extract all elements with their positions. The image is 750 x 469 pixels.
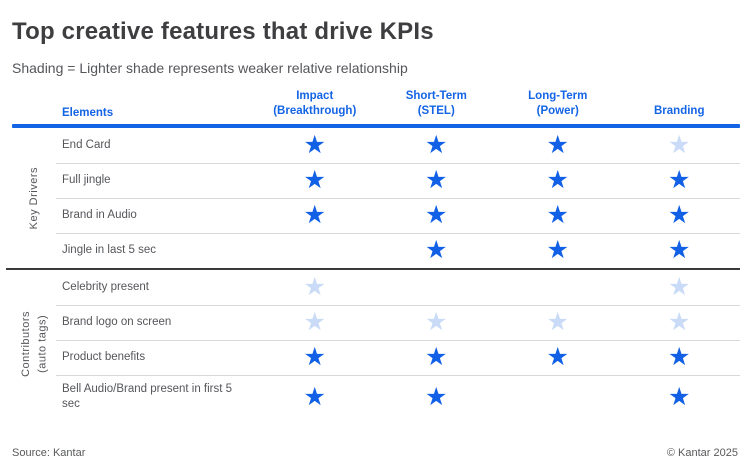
strong-star-icon: ★ — [546, 130, 569, 159]
table-row-bell-audio-brand-first-5-sec: Bell Audio/Brand present in first 5 sec … — [56, 374, 740, 419]
group-contributors: Contributors (auto tags) Celebrity prese… — [12, 270, 740, 419]
strong-star-icon: ★ — [303, 201, 326, 230]
table-row-celebrity-present: Celebrity present ★ ★ — [56, 270, 740, 305]
strong-star-icon: ★ — [668, 382, 691, 411]
strong-star-icon: ★ — [425, 382, 448, 411]
star-cell — [254, 234, 376, 268]
group-rows: Celebrity present ★ ★ Brand logo on scre… — [56, 270, 740, 419]
group-label-key-drivers: Key Drivers — [26, 167, 43, 229]
weak-star-icon: ★ — [303, 308, 326, 337]
weak-star-icon: ★ — [668, 308, 691, 337]
table-row-full-jingle: Full jingle ★ ★ ★ ★ — [56, 162, 740, 198]
weak-star-icon: ★ — [668, 130, 691, 159]
table-header-row: Elements Impact (Breakthrough) Short-Ter… — [12, 89, 740, 124]
table-row-end-card: End Card ★ ★ ★ ★ — [56, 128, 740, 163]
column-header-elements: Elements — [62, 106, 114, 119]
strong-star-icon: ★ — [303, 166, 326, 195]
strong-star-icon: ★ — [425, 130, 448, 159]
star-cell — [497, 376, 619, 419]
table-row-jingle-last-5-sec: Jingle in last 5 sec ★ ★ ★ — [56, 232, 740, 268]
element-label: Brand in Audio — [62, 209, 137, 222]
source-credit: Source: Kantar — [12, 447, 86, 459]
strong-star-icon: ★ — [425, 201, 448, 230]
weak-star-icon: ★ — [425, 308, 448, 337]
star-cell — [376, 270, 498, 305]
strong-star-icon: ★ — [303, 382, 326, 411]
element-label: Celebrity present — [62, 280, 149, 293]
kpi-star-table: Elements Impact (Breakthrough) Short-Ter… — [6, 89, 740, 419]
element-label: Brand logo on screen — [62, 316, 172, 329]
shading-legend-note: Shading = Lighter shade represents weake… — [12, 59, 408, 76]
group-rows: End Card ★ ★ ★ ★ Full jingle ★ ★ ★ ★ Bra… — [56, 128, 740, 268]
column-header-short-term-line2: (STEL) — [417, 104, 455, 117]
strong-star-icon: ★ — [668, 201, 691, 230]
element-label: Product benefits — [62, 351, 146, 364]
group-key-drivers: Key Drivers End Card ★ ★ ★ ★ Full jingle… — [12, 128, 740, 268]
column-header-long-term-line1: Long-Term — [528, 89, 588, 102]
strong-star-icon: ★ — [303, 130, 326, 159]
copyright-notice: © Kantar 2025 — [666, 447, 738, 459]
strong-star-icon: ★ — [546, 201, 569, 230]
strong-star-icon: ★ — [425, 166, 448, 195]
column-header-short-term: Short-Term (STEL) — [376, 89, 498, 119]
table-row-product-benefits: Product benefits ★ ★ ★ ★ — [56, 339, 740, 375]
weak-star-icon: ★ — [303, 272, 326, 301]
strong-star-icon: ★ — [668, 236, 691, 265]
element-label: Full jingle — [62, 174, 111, 187]
column-header-impact-line2: (Breakthrough) — [273, 104, 357, 117]
strong-star-icon: ★ — [425, 343, 448, 372]
strong-star-icon: ★ — [303, 343, 326, 372]
column-header-impact-line1: Impact — [296, 89, 334, 102]
group-label-gutter: Contributors (auto tags) — [12, 270, 56, 419]
column-header-long-term: Long-Term (Power) — [497, 89, 619, 119]
strong-star-icon: ★ — [668, 343, 691, 372]
column-header-long-term-line2: (Power) — [536, 104, 579, 117]
element-label: End Card — [62, 138, 111, 151]
group-label-line: Contributors — [19, 311, 32, 378]
group-divider-rule — [6, 267, 740, 270]
strong-star-icon: ★ — [546, 236, 569, 265]
footer: Source: Kantar © Kantar 2025 — [12, 447, 738, 459]
table-row-brand-in-audio: Brand in Audio ★ ★ ★ ★ — [56, 197, 740, 233]
element-label: Bell Audio/Brand present in first 5 sec — [62, 383, 233, 411]
header-underline-rule — [12, 123, 740, 128]
table-row-brand-logo-on-screen: Brand logo on screen ★ ★ ★ ★ — [56, 304, 740, 340]
column-header-short-term-line1: Short-Term — [405, 89, 467, 102]
strong-star-icon: ★ — [546, 343, 569, 372]
group-label-line: Key Drivers — [27, 166, 40, 229]
strong-star-icon: ★ — [668, 166, 691, 195]
star-cell — [497, 270, 619, 305]
weak-star-icon: ★ — [668, 272, 691, 301]
column-header-impact: Impact (Breakthrough) — [254, 89, 376, 119]
weak-star-icon: ★ — [546, 308, 569, 337]
column-header-branding: Branding — [619, 104, 741, 119]
element-label: Jingle in last 5 sec — [62, 244, 156, 257]
page-title: Top creative features that drive KPIs — [12, 18, 434, 45]
group-label-line: (auto tags) — [36, 315, 48, 374]
group-label-contributors: Contributors (auto tags) — [18, 311, 51, 377]
column-header-branding-line1: Branding — [654, 104, 705, 117]
strong-star-icon: ★ — [546, 166, 569, 195]
strong-star-icon: ★ — [425, 236, 448, 265]
group-label-gutter: Key Drivers — [12, 128, 56, 268]
